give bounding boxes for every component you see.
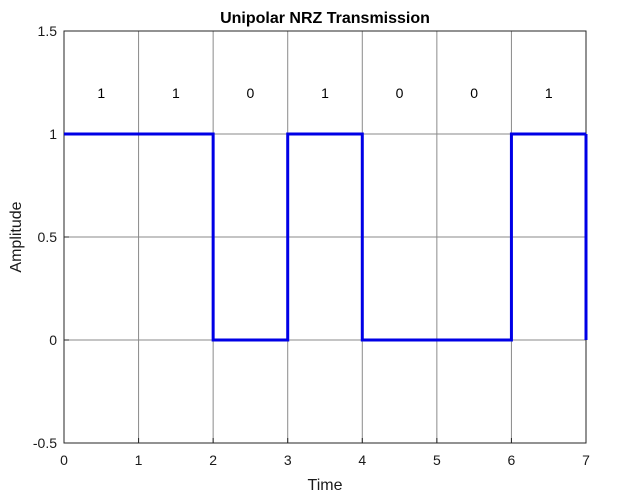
y-tick-label: 0.5 — [38, 229, 58, 245]
signal-series — [64, 132, 588, 342]
bit-label: 1 — [97, 85, 105, 101]
y-axis-label: Amplitude — [8, 201, 25, 272]
x-axis-label: Time — [308, 477, 343, 494]
y-axis-ticks: -0.5 0 0.5 1 1.5 — [33, 23, 69, 451]
bit-label: 0 — [470, 85, 478, 101]
bit-labels: 1 1 0 1 0 0 1 — [97, 85, 552, 101]
x-tick-label: 6 — [508, 452, 516, 468]
bit-label: 1 — [321, 85, 329, 101]
bit-label: 1 — [545, 85, 553, 101]
y-tick-label: 0 — [49, 332, 57, 348]
bit-label: 1 — [172, 85, 180, 101]
x-tick-label: 4 — [358, 452, 366, 468]
y-tick-label: -0.5 — [33, 435, 57, 451]
chart-title: Unipolar NRZ Transmission — [220, 10, 430, 27]
x-tick-label: 0 — [60, 452, 68, 468]
bit-label: 0 — [247, 85, 255, 101]
x-tick-label: 5 — [433, 452, 441, 468]
x-tick-label: 1 — [135, 452, 143, 468]
x-tick-label: 2 — [209, 452, 217, 468]
bit-label: 0 — [396, 85, 404, 101]
y-tick-label: 1 — [49, 126, 57, 142]
x-tick-label: 3 — [284, 452, 292, 468]
x-axis-ticks: 0 1 2 3 4 5 6 7 — [60, 438, 590, 468]
signal-line — [64, 132, 586, 342]
y-tick-label: 1.5 — [38, 23, 58, 39]
x-tick-label: 7 — [582, 452, 590, 468]
